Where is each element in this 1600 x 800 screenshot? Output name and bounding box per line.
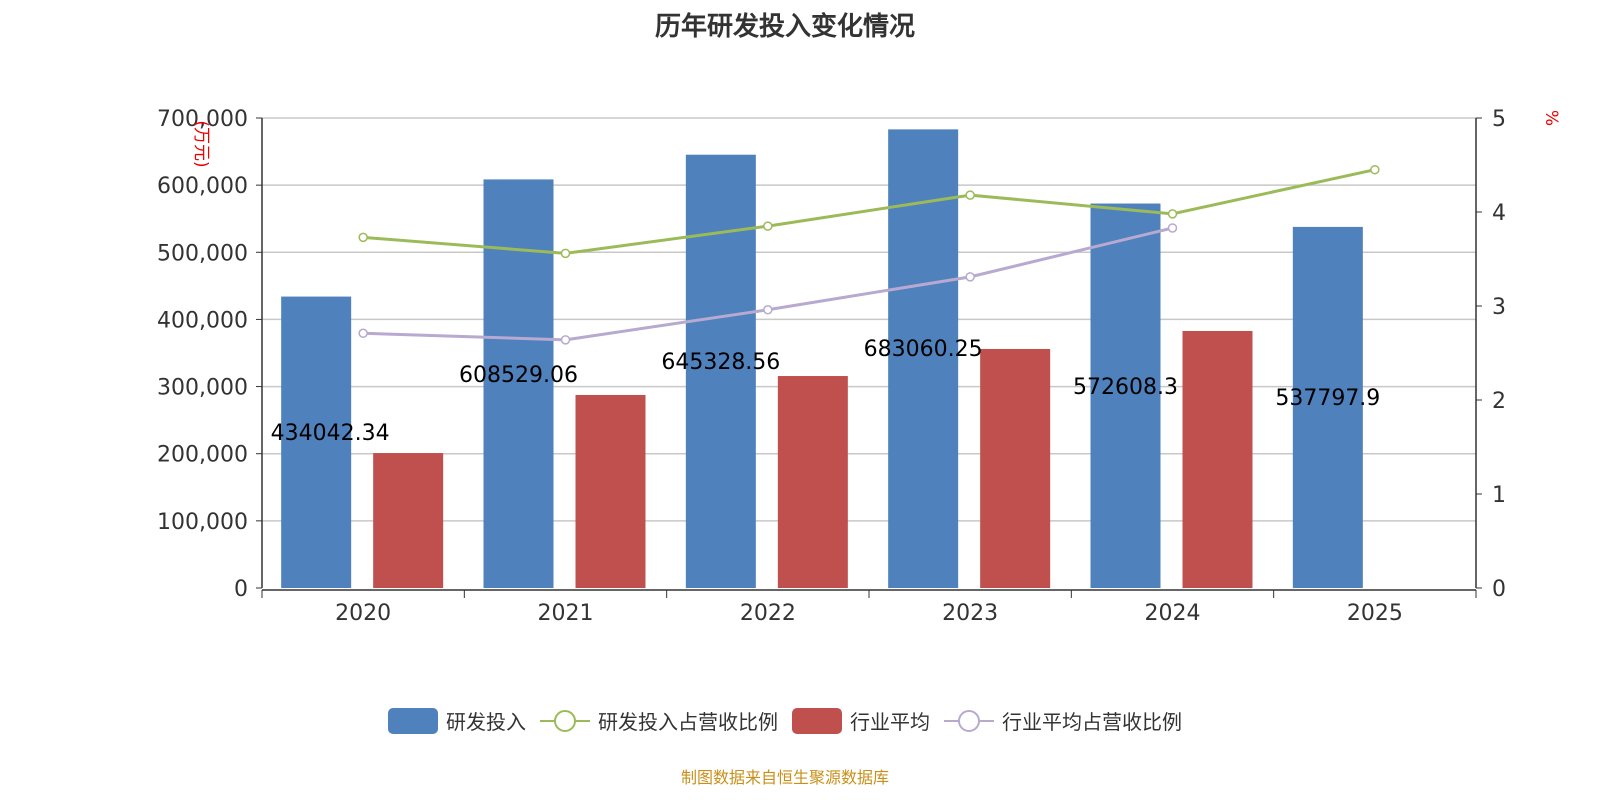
data-label-rd-2020: 434042.34 bbox=[271, 421, 390, 446]
bar-industry-2020 bbox=[373, 453, 444, 588]
chart-plot: 0 100,000 200,000 300,000 400,000 500,000 600,… bbox=[157, 107, 1561, 626]
point-industry-ratio-2022 bbox=[763, 305, 773, 315]
y-left-tick-label: 200,000 bbox=[157, 443, 248, 468]
legend-item-rd[interactable]: 研发投入 bbox=[388, 706, 526, 735]
legend-swatch bbox=[792, 707, 842, 734]
x-tick-label: 2022 bbox=[740, 601, 796, 626]
y-left-axis-label: (万元) bbox=[191, 120, 211, 167]
bar-industry-2023 bbox=[980, 348, 1051, 588]
legend-label: 研发投入 bbox=[446, 710, 526, 734]
legend-item-industry-ratio[interactable]: 行业平均占营收比例 bbox=[944, 706, 1182, 735]
y-left-tick-label: 300,000 bbox=[157, 376, 248, 401]
x-tick-label: 2024 bbox=[1145, 601, 1201, 626]
y-right-axis-label: % bbox=[1541, 110, 1561, 126]
y-left-tick-label: 500,000 bbox=[157, 241, 248, 266]
y-right-tick-label: 5 bbox=[1492, 107, 1506, 132]
point-rd-ratio-2023 bbox=[965, 190, 975, 200]
bar-rd-2024 bbox=[1090, 203, 1161, 588]
line-rd-ratio bbox=[363, 168, 1376, 255]
bar-rd-2022 bbox=[685, 154, 756, 589]
point-rd-ratio-2022 bbox=[763, 221, 773, 231]
bar-rd-2025 bbox=[1292, 226, 1363, 589]
point-industry-ratio-2021 bbox=[560, 335, 571, 345]
y-right-tick-label: 4 bbox=[1492, 201, 1506, 226]
point-rd-ratio-2025 bbox=[1370, 164, 1380, 175]
point-industry-ratio-2024 bbox=[1167, 223, 1178, 233]
point-industry-ratio-2020 bbox=[358, 328, 368, 339]
y-right-tick-label: 3 bbox=[1492, 295, 1506, 320]
point-rd-ratio-2020 bbox=[358, 232, 368, 243]
chart-title: 历年研发投入变化情况 bbox=[654, 12, 915, 42]
legend-line-circle-icon bbox=[944, 709, 994, 732]
x-tick-label: 2023 bbox=[942, 601, 998, 626]
legend-label: 行业平均 bbox=[850, 710, 930, 734]
legend-item-rd-ratio[interactable]: 研发投入占营收比例 bbox=[540, 706, 778, 735]
footer-source: 制图数据来自恒生聚源数据库 bbox=[680, 768, 889, 787]
bar-industry-2021 bbox=[575, 394, 646, 588]
y-left-tick-label: 600,000 bbox=[157, 174, 248, 199]
y-right-tick-label: 0 bbox=[1492, 577, 1506, 602]
data-label-rd-2021: 608529.06 bbox=[459, 363, 578, 388]
y-left-tick-label: 100,000 bbox=[157, 510, 248, 535]
legend: 研发投入 研发投入占营收比例 行业平均 行业平均占营收比例 bbox=[0, 706, 1570, 735]
y-right-tick-label: 2 bbox=[1492, 389, 1506, 414]
x-tick-label: 2021 bbox=[538, 601, 594, 626]
y-left-tick-label: 0 bbox=[234, 577, 248, 602]
data-label-rd-2025: 537797.9 bbox=[1275, 386, 1380, 411]
bar-industry-2022 bbox=[777, 376, 848, 588]
bar-industry-2024 bbox=[1182, 330, 1253, 588]
x-tick-label: 2020 bbox=[335, 601, 391, 626]
data-label-rd-2023: 683060.25 bbox=[864, 337, 983, 362]
point-rd-ratio-2021 bbox=[560, 248, 571, 259]
legend-label: 行业平均占营收比例 bbox=[1002, 710, 1182, 734]
legend-item-industry[interactable]: 行业平均 bbox=[792, 706, 930, 735]
bar-rd-2020 bbox=[281, 296, 352, 588]
y-left-tick-label: 700,000 bbox=[157, 107, 248, 132]
point-rd-ratio-2024 bbox=[1167, 209, 1178, 219]
y-right-tick-label: 1 bbox=[1492, 483, 1506, 508]
point-industry-ratio-2023 bbox=[965, 272, 975, 282]
legend-label: 研发投入占营收比例 bbox=[598, 710, 778, 734]
legend-swatch bbox=[388, 707, 438, 734]
x-tick-label: 2025 bbox=[1347, 601, 1403, 626]
legend-line-circle-icon bbox=[540, 709, 590, 732]
data-label-rd-2022: 645328.56 bbox=[661, 350, 780, 375]
y-left-tick-label: 400,000 bbox=[157, 308, 248, 333]
data-label-rd-2024: 572608.3 bbox=[1073, 375, 1178, 400]
